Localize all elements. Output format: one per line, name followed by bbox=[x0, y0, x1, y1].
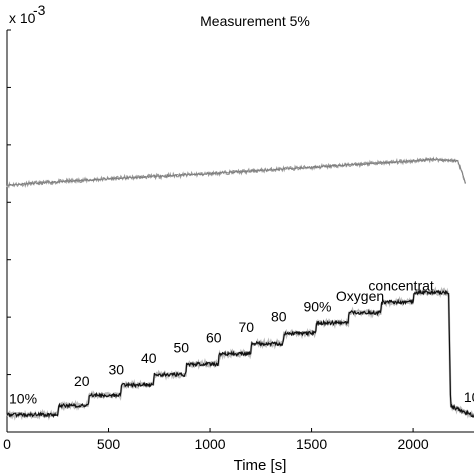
series-line-lower bbox=[6, 289, 474, 419]
annotation-label: 70 bbox=[238, 319, 254, 335]
x-tick-label: 0 bbox=[3, 436, 11, 452]
annotation-label: 10 bbox=[464, 389, 474, 405]
annotation-label: 50 bbox=[173, 340, 189, 356]
annotation-label: concentrat bbox=[368, 278, 433, 294]
chart-title: Measurement 5% bbox=[200, 13, 310, 29]
annotation-label: 30 bbox=[109, 362, 125, 378]
x-axis-label: Time [s] bbox=[234, 457, 287, 474]
series-line-upper bbox=[6, 156, 466, 189]
x-tick-label: 1000 bbox=[194, 436, 225, 452]
series-line-upper-core bbox=[6, 157, 467, 187]
annotation-label: 60 bbox=[206, 329, 222, 345]
annotation-label: 10% bbox=[9, 390, 37, 406]
annotation-label: 20 bbox=[74, 373, 90, 389]
x-tick-label: 2000 bbox=[398, 436, 429, 452]
x-tick-label: 1500 bbox=[296, 436, 327, 452]
y-exponent-base: x 10 bbox=[9, 10, 36, 26]
plot-area: 0 500 1000 1500 2000 10% 20 30 40 50 60 70 80 90% Oxyg… bbox=[3, 29, 474, 452]
annotation-label: 90% bbox=[303, 298, 331, 314]
x-tick-label: 500 bbox=[97, 436, 121, 452]
annotation-label: 40 bbox=[141, 350, 157, 366]
y-exponent-power: -3 bbox=[33, 2, 46, 18]
annotation-label: Oxygen bbox=[336, 288, 384, 304]
annotation-label: 80 bbox=[271, 309, 287, 325]
